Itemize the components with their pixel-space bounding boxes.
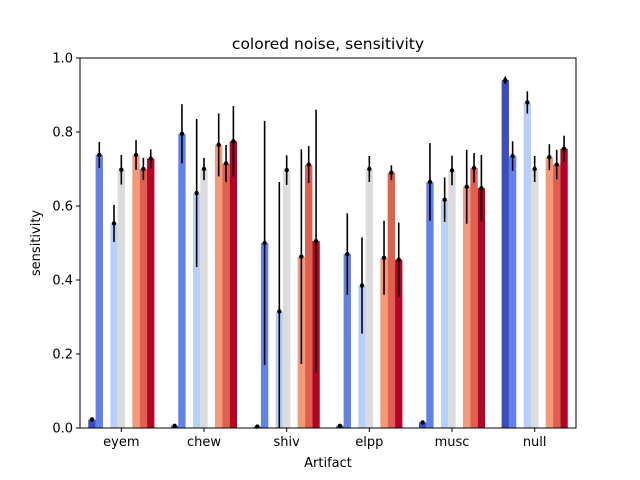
y-tick-label-0.2: 0.2: [52, 348, 73, 363]
x-tick-label-chew: chew: [187, 435, 221, 450]
point-shiv-3: [277, 309, 282, 314]
bar-chew-3: [192, 193, 201, 428]
bar-musc-1: [426, 181, 434, 428]
bar-elpp-4: [365, 169, 374, 428]
point-null-7: [554, 162, 559, 167]
point-chew-7: [223, 161, 229, 166]
bar-null-4: [530, 169, 539, 428]
point-shiv-8: [313, 238, 319, 244]
y-tick-label-0.0: 0.0: [52, 422, 73, 437]
point-eyem-0: [89, 417, 95, 422]
point-chew-8: [231, 139, 236, 144]
bar-elpp-1: [343, 254, 351, 428]
point-musc-0: [420, 420, 425, 425]
bar-chew-8: [229, 141, 238, 428]
bar-elpp-3: [358, 285, 366, 428]
point-eyem-4: [119, 167, 124, 172]
bar-musc-6: [463, 186, 471, 428]
point-shiv-7: [306, 162, 311, 167]
point-shiv-4: [284, 167, 289, 173]
point-musc-1: [427, 179, 433, 185]
point-musc-7: [471, 165, 477, 171]
x-tick-label-elpp: elpp: [355, 435, 383, 450]
bar-eyem-4: [117, 169, 126, 429]
point-elpp-0: [337, 423, 343, 428]
point-eyem-1: [97, 152, 102, 158]
point-elpp-3: [359, 283, 365, 288]
bar-musc-7: [470, 167, 478, 428]
point-musc-8: [479, 186, 484, 191]
bar-null-6: [545, 157, 554, 428]
bar-chew-4: [200, 169, 208, 428]
plot-frame: [79, 57, 577, 429]
y-tick-label-0.8: 0.8: [52, 126, 73, 141]
x-axis-title: Artifact: [304, 456, 352, 471]
y-axis: 0.0 0.2 0.4 0.6 0.8 1.0: [52, 52, 80, 437]
point-musc-6: [464, 184, 469, 189]
bar-chew-7: [222, 163, 230, 428]
bar-musc-8: [477, 188, 486, 428]
y-tick-label-1.0: 1.0: [52, 52, 73, 67]
chart-title: colored noise, sensitivity: [232, 35, 424, 53]
bar-musc-4: [448, 170, 456, 429]
bar-eyem-0: [88, 419, 96, 428]
bar-chew-6: [215, 144, 223, 428]
x-axis: eyem chew shiv elpp musc null: [103, 428, 547, 450]
point-null-8: [561, 146, 567, 151]
x-tick-label-musc: musc: [435, 435, 470, 450]
point-null-6: [547, 154, 552, 160]
bar-elpp-7: [387, 172, 396, 428]
point-eyem-6: [133, 152, 139, 158]
bar-null-3: [523, 102, 531, 429]
bar-musc-3: [440, 199, 449, 428]
point-chew-6: [216, 142, 221, 148]
y-tick-label-0.6: 0.6: [52, 200, 73, 215]
point-musc-4: [449, 168, 455, 173]
bar-eyem-6: [132, 154, 140, 428]
bar-chew-1: [178, 133, 186, 428]
bar-null-0: [501, 80, 509, 428]
point-shiv-1: [262, 240, 267, 246]
point-null-3: [525, 100, 530, 105]
point-eyem-8: [148, 156, 153, 161]
point-eyem-7: [141, 166, 146, 172]
point-chew-3: [194, 190, 199, 196]
point-elpp-7: [389, 170, 394, 175]
point-null-1: [510, 153, 515, 159]
point-chew-1: [179, 131, 185, 137]
bar-eyem-7: [139, 169, 148, 428]
y-axis-title: sensitivity: [29, 210, 44, 277]
bar-shiv-4: [282, 170, 291, 429]
bar-eyem-1: [95, 154, 103, 428]
bar-null-8: [560, 148, 568, 428]
bar-elpp-8: [395, 259, 403, 428]
point-chew-0: [172, 423, 177, 428]
bar-shiv-7: [305, 164, 313, 428]
bar-eyem-8: [147, 158, 155, 428]
point-elpp-8: [396, 257, 401, 262]
point-null-4: [532, 166, 537, 172]
point-chew-4: [201, 166, 207, 172]
bar-elpp-6: [380, 257, 388, 428]
x-tick-label-shiv: shiv: [274, 435, 301, 450]
point-elpp-1: [345, 251, 350, 257]
bar-null-7: [553, 164, 561, 428]
bar-null-1: [508, 156, 517, 429]
point-elpp-4: [367, 166, 372, 172]
x-tick-label-null: null: [523, 435, 547, 450]
point-null-0: [503, 78, 508, 83]
point-shiv-6: [299, 254, 304, 259]
plot-area: [88, 76, 568, 429]
bar-eyem-3: [110, 223, 118, 428]
bar-musc-0: [418, 422, 427, 428]
point-musc-3: [442, 197, 447, 202]
point-elpp-6: [381, 255, 387, 260]
x-tick-label-eyem: eyem: [103, 435, 139, 450]
y-tick-label-0.4: 0.4: [52, 274, 73, 289]
point-eyem-3: [111, 221, 117, 226]
